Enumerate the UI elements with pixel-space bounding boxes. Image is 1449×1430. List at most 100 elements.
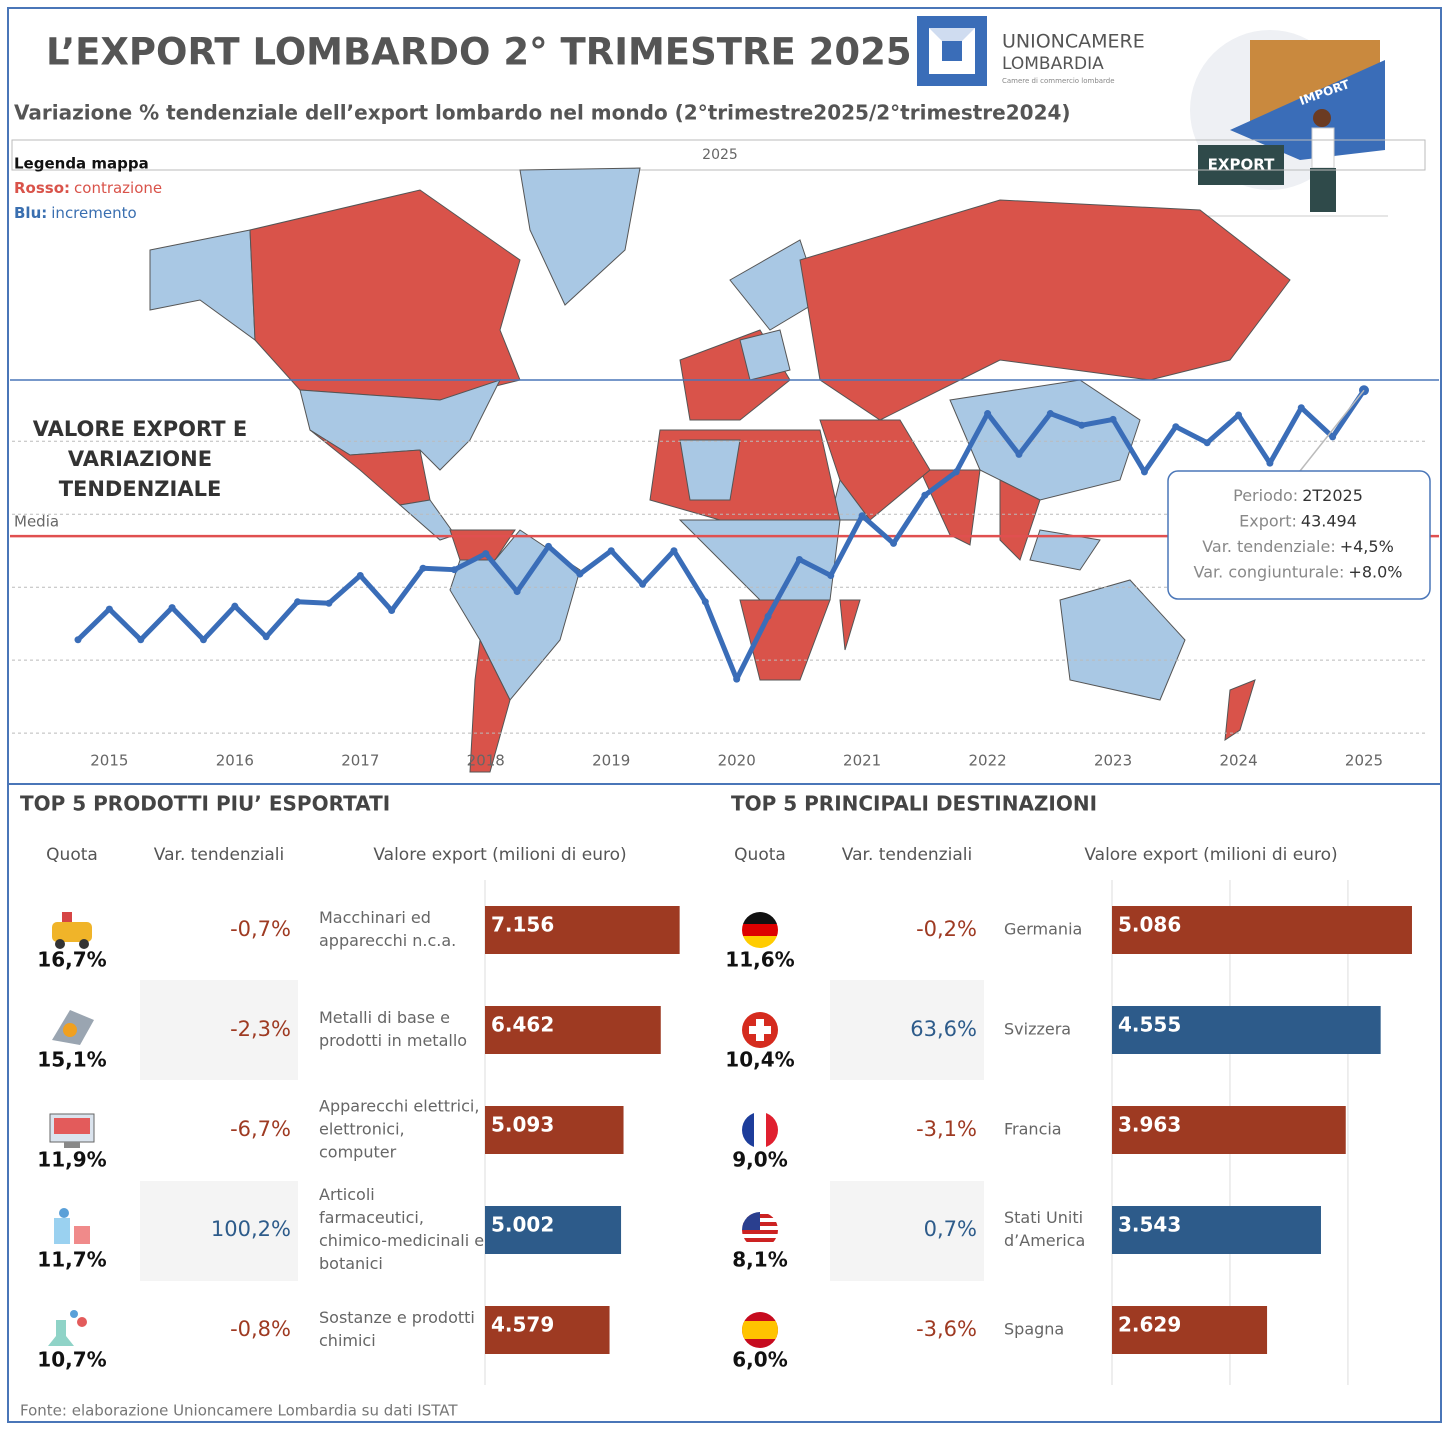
- category-label: d’America: [1004, 1231, 1085, 1250]
- title-line: VARIAZIONE: [68, 447, 212, 471]
- point: [231, 602, 239, 610]
- point: [450, 566, 458, 574]
- share-label: 11,9%: [37, 1148, 106, 1172]
- product-icons: [48, 912, 95, 1346]
- point: [795, 555, 803, 563]
- share-label: 11,7%: [37, 1248, 106, 1272]
- x-tick-label: 2018: [467, 752, 505, 770]
- category-label: Articoli: [319, 1185, 375, 1204]
- bar-label: 6.462: [491, 1013, 554, 1037]
- bar: [1112, 1306, 1268, 1354]
- title-line: VALORE EXPORT E: [33, 417, 247, 441]
- bar: [1112, 1106, 1346, 1154]
- point: [199, 636, 207, 644]
- column-header: Var. tendenziali: [842, 845, 972, 865]
- point: [607, 547, 615, 555]
- category-label: elettronici,: [319, 1120, 405, 1139]
- row-shade: [140, 1181, 298, 1281]
- column-header: Quota: [734, 845, 786, 865]
- row-shade: [830, 1181, 984, 1281]
- category-label: Germania: [1004, 920, 1082, 939]
- change-label: -0,7%: [230, 917, 291, 941]
- category-label: Svizzera: [1004, 1020, 1071, 1039]
- x-tick-label: 2022: [969, 752, 1007, 770]
- point: [576, 570, 584, 578]
- point: [733, 675, 741, 683]
- world-map: [149, 167, 1291, 773]
- point: [356, 572, 364, 580]
- category-label: prodotti in metallo: [319, 1031, 467, 1050]
- frame: [7, 7, 1442, 1423]
- category-label: chimici: [319, 1331, 376, 1350]
- change-label: 100,2%: [211, 1217, 291, 1241]
- point: [1046, 410, 1054, 418]
- point: [701, 598, 709, 606]
- point: [1140, 468, 1148, 476]
- category-label: Macchinari ed: [319, 908, 431, 927]
- footer: Fonte: elaborazione Unioncamere Lombardi…: [20, 1402, 458, 1420]
- tooltip-value: 2T2025: [1302, 486, 1363, 505]
- point: [1329, 433, 1337, 441]
- illustration-text: EXPORT: [1208, 156, 1275, 174]
- point: [544, 542, 552, 550]
- share-label: 6,0%: [732, 1348, 787, 1372]
- tooltip-row: Var. congiunturale: +8.0%: [1194, 562, 1403, 581]
- legend-text: incremento: [51, 204, 136, 222]
- flags: [742, 912, 778, 1348]
- legend-entry: Blu: incremento: [14, 204, 137, 222]
- column-header: Var. tendenziali: [154, 845, 284, 865]
- point: [1266, 459, 1274, 467]
- share-label: 15,1%: [37, 1048, 106, 1072]
- x-tick-label: 2017: [341, 752, 379, 770]
- x-tick-label: 2020: [718, 752, 756, 770]
- tooltip-value: +8.0%: [1348, 562, 1402, 581]
- point: [1235, 411, 1243, 419]
- legend-text: contrazione: [74, 179, 162, 197]
- tooltip-row: Var. tendenziale: +4,5%: [1202, 537, 1394, 556]
- bar: [485, 1006, 661, 1054]
- legend-key: Blu:: [14, 204, 47, 222]
- bar-label: 3.543: [1118, 1213, 1181, 1237]
- tooltip-value: +4,5%: [1340, 537, 1394, 556]
- bar: [485, 1206, 622, 1254]
- line-chart-title: VALORE EXPORT E VARIAZIONE TENDENZIALE: [33, 417, 247, 501]
- share-label: 16,7%: [37, 948, 106, 972]
- change-label: -0,2%: [916, 917, 977, 941]
- tooltip-label: Periodo:: [1233, 486, 1298, 505]
- bar-label: 2.629: [1118, 1313, 1181, 1337]
- x-tick-label: 2023: [1094, 752, 1132, 770]
- share-label: 10,4%: [725, 1048, 794, 1072]
- share-label: 8,1%: [732, 1248, 787, 1272]
- tooltip-row: Export: 43.494: [1239, 511, 1357, 530]
- change-label: -3,1%: [916, 1117, 977, 1141]
- change-label: -0,8%: [230, 1317, 291, 1341]
- legend-title: Legenda mappa: [14, 155, 149, 173]
- x-tick-label: 2019: [592, 752, 630, 770]
- bar: [1112, 906, 1412, 954]
- bar: [1112, 1006, 1381, 1054]
- point: [1172, 423, 1180, 431]
- bar: [485, 1106, 624, 1154]
- point: [74, 636, 82, 644]
- point: [858, 512, 866, 520]
- logo-text: UNIONCAMERE: [1002, 31, 1145, 53]
- point: [388, 607, 396, 615]
- x-tick-label: 2025: [1345, 752, 1383, 770]
- map-legend: Rosso: contrazione Blu: incremento: [14, 179, 162, 222]
- change-label: -3,6%: [916, 1317, 977, 1341]
- change-label: -6,7%: [230, 1117, 291, 1141]
- category-label: Metalli di base e: [319, 1008, 450, 1027]
- bar: [485, 1306, 610, 1354]
- x-tick-label: 2024: [1219, 752, 1257, 770]
- bar-label: 7.156: [491, 913, 554, 937]
- point: [1297, 404, 1305, 412]
- section-title: TOP 5 PRINCIPALI DESTINAZIONI: [731, 792, 1097, 816]
- point: [137, 636, 145, 644]
- point: [921, 491, 929, 499]
- point: [262, 633, 270, 641]
- point: [952, 468, 960, 476]
- point: [639, 580, 647, 588]
- point: [1203, 439, 1211, 447]
- row-shade: [140, 980, 298, 1080]
- legend-key: Rosso:: [14, 179, 70, 197]
